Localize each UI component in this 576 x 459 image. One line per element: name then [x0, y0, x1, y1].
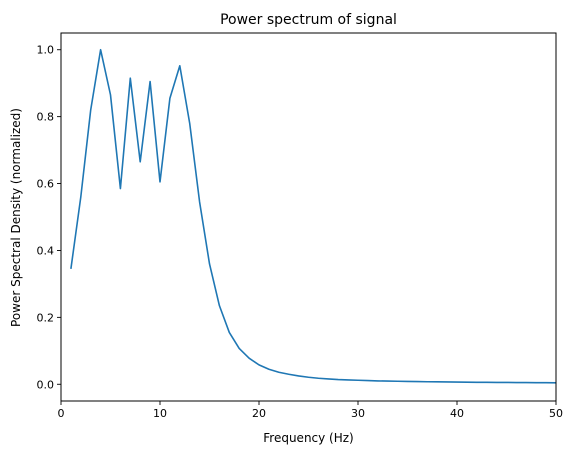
x-tick-label: 30 [351, 407, 365, 420]
y-tick-label: 0.4 [37, 244, 55, 257]
x-tick-label: 10 [153, 407, 167, 420]
x-axis-label: Frequency (Hz) [263, 431, 354, 445]
y-axis-label: Power Spectral Density (normalized) [9, 108, 23, 327]
x-tick-label: 20 [252, 407, 266, 420]
x-tick-label: 40 [450, 407, 464, 420]
y-tick-label: 1.0 [37, 44, 55, 57]
psd-series-line [70, 48, 557, 384]
plot-area-frame [60, 32, 557, 402]
x-tick-label: 50 [549, 407, 563, 420]
x-tick-label: 0 [58, 407, 65, 420]
y-tick-label: 0.6 [37, 178, 55, 191]
y-tick-label: 0.8 [37, 111, 55, 124]
y-tick-label: 0.2 [37, 311, 55, 324]
chart-title: Power spectrum of signal [220, 12, 397, 28]
y-tick-label: 0.0 [37, 378, 55, 391]
